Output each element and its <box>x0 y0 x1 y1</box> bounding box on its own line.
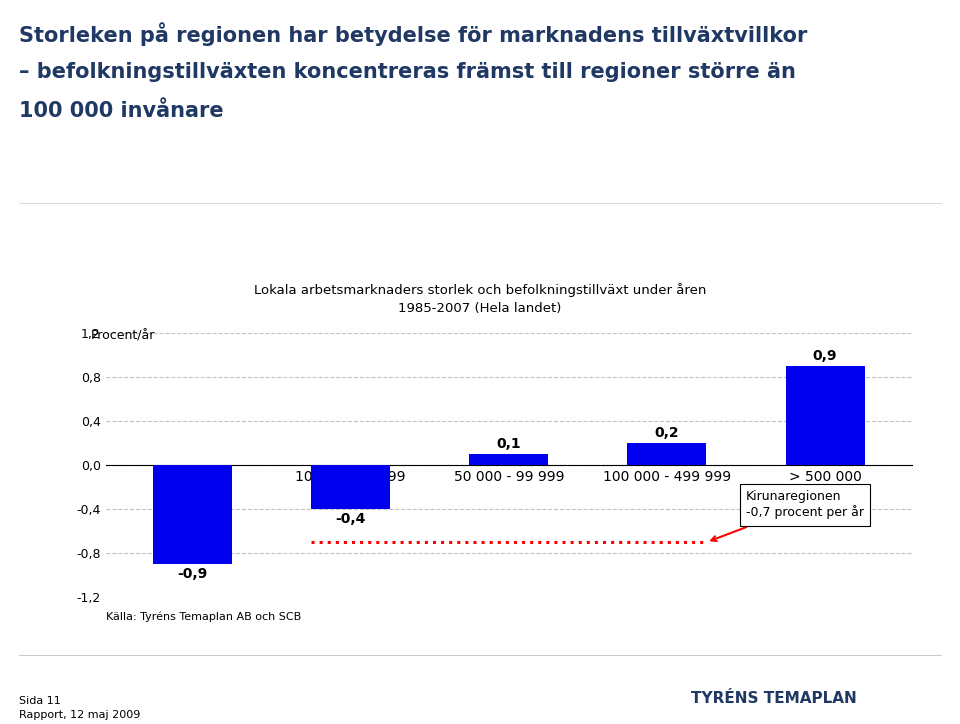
Text: Storleken på regionen har betydelse för marknadens tillväxtvillkor: Storleken på regionen har betydelse för … <box>19 22 807 46</box>
Text: Kirunaregionen
-0,7 procent per år: Kirunaregionen -0,7 procent per år <box>711 490 864 541</box>
Text: -0,4: -0,4 <box>335 512 366 526</box>
Bar <box>469 454 548 465</box>
Text: TYRÉNS TEMAPLAN: TYRÉNS TEMAPLAN <box>691 691 857 706</box>
Text: 0,1: 0,1 <box>496 437 521 451</box>
Text: 0,9: 0,9 <box>813 349 837 363</box>
Bar <box>153 465 232 564</box>
Bar <box>628 443 707 465</box>
Text: Sida 11
Rapport, 12 maj 2009: Sida 11 Rapport, 12 maj 2009 <box>19 696 140 720</box>
Bar <box>785 366 865 465</box>
Text: Källa: Tyréns Temaplan AB och SCB: Källa: Tyréns Temaplan AB och SCB <box>106 612 300 623</box>
Bar <box>311 465 390 509</box>
Text: 0,2: 0,2 <box>655 426 680 440</box>
Text: Procent/år: Procent/år <box>91 329 156 342</box>
Text: Lokala arbetsmarknaders storlek och befolkningstillväxt under åren
1985-2007 (He: Lokala arbetsmarknaders storlek och befo… <box>253 283 707 315</box>
Text: -0,9: -0,9 <box>178 567 207 581</box>
Text: – befolkningstillväxten koncentreras främst till regioner större än: – befolkningstillväxten koncentreras frä… <box>19 62 796 82</box>
Text: 100 000 invånare: 100 000 invånare <box>19 101 224 122</box>
